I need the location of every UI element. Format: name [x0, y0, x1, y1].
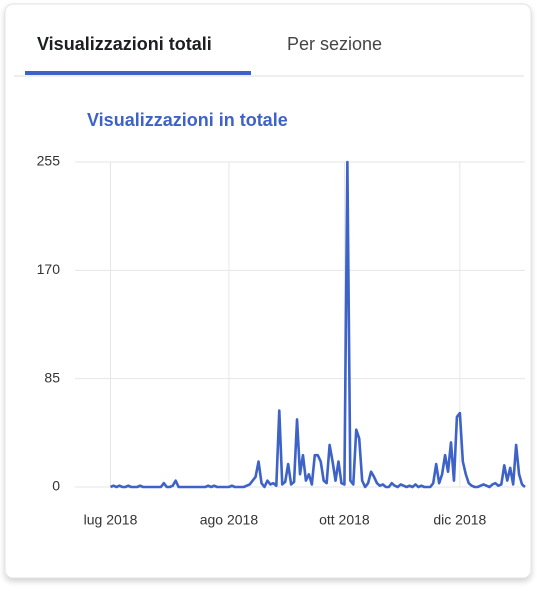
- x-tick-label: lug 2018: [84, 512, 138, 528]
- card: [4, 3, 532, 579]
- x-tick-label: dic 2018: [433, 512, 486, 528]
- tab[interactable]: Visualizzazioni totali: [37, 34, 212, 54]
- x-tick-label: ago 2018: [200, 512, 259, 528]
- data-line: [110, 160, 526, 489]
- chart-title: Visualizzazioni in totale: [87, 110, 288, 130]
- y-tick-label: 85: [44, 369, 60, 385]
- y-tick-label: 255: [37, 153, 61, 169]
- tab[interactable]: Per sezione: [287, 34, 382, 54]
- tab-underline: [25, 71, 251, 75]
- y-tick-label: 0: [52, 478, 60, 494]
- y-tick-label: 170: [37, 261, 61, 277]
- x-tick-label: ott 2018: [319, 512, 370, 528]
